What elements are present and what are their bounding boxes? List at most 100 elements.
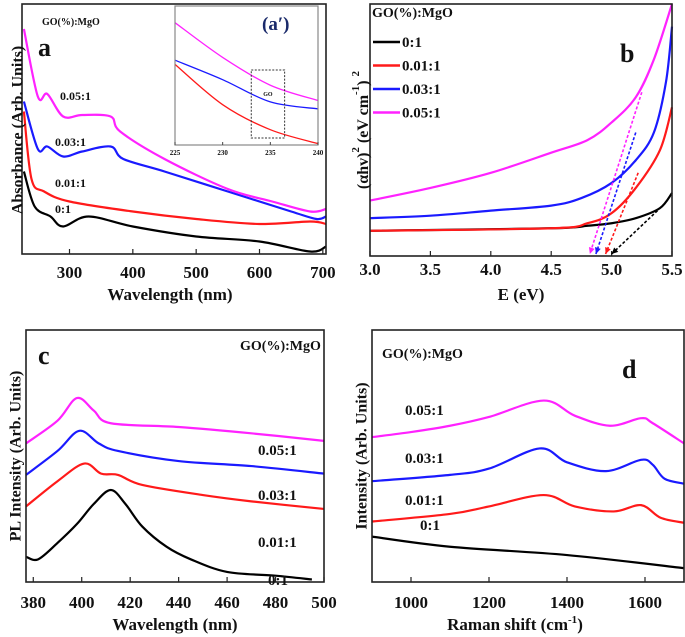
- tangent-line: [589, 91, 643, 255]
- x-tick-label: 1000: [394, 593, 428, 612]
- legend-title: GO(%):MgO: [240, 339, 321, 354]
- plot-frame: [371, 329, 685, 583]
- y-axis-label: Intensity (Arb. Units): [353, 382, 370, 529]
- x-tick-label: 235: [265, 149, 276, 157]
- x-tick-label: 380: [21, 593, 47, 612]
- series-line-0-1: [371, 535, 685, 570]
- panel-d: 1000 1200 1400 1600 Raman shift (cm-1) Intens…: [353, 329, 685, 634]
- series-label: 0.03:1: [258, 488, 297, 504]
- panel-a: 300 400 500 600 700 Wavelength (nm) Absorbance…: [9, 3, 336, 304]
- series-line-0-05-1: [22, 28, 327, 213]
- legend-entry: 0:1: [402, 35, 422, 51]
- panel-label: b: [620, 39, 634, 68]
- plot-frame: [369, 3, 673, 257]
- series-line-0-05-1: [174, 22, 319, 102]
- tangent-line: [595, 132, 637, 255]
- panel-c: 380 400 420 440 460 480 500 Wavelength (nm) PL I…: [7, 329, 337, 634]
- x-tick-label: 5.0: [601, 260, 622, 279]
- series-line-0-03-1: [174, 59, 319, 110]
- tangent-line: [611, 210, 659, 255]
- plot-frame: [25, 329, 325, 583]
- arrow-head-icon: [611, 247, 619, 254]
- series-line-0-01-1: [25, 462, 325, 511]
- y-axis-label-part: ): [355, 76, 372, 85]
- series-line-0-01-1: [371, 493, 685, 524]
- y-axis-label: (αhv)2 (eV cm-1) 2: [350, 70, 372, 189]
- x-tick-label: 230: [217, 149, 228, 157]
- series-label: 0.01:1: [258, 535, 297, 551]
- highlight-box: [250, 69, 286, 139]
- x-tick-label: 4.0: [480, 260, 501, 279]
- x-tick-label: 5.5: [661, 260, 682, 279]
- x-tick-label: 300: [57, 263, 83, 282]
- x-tick-label: 500: [183, 263, 209, 282]
- series-label: 0.03:1: [405, 451, 444, 467]
- legend-entry: 0.01:1: [402, 59, 441, 75]
- series-line-0-01-1: [369, 107, 674, 232]
- series-label: 0.05:1: [405, 403, 444, 419]
- x-tick-label: 460: [214, 593, 240, 612]
- series-label: 0:1: [420, 518, 440, 534]
- inset-panel-a-prime: 225 230 235 240 GO (a′): [170, 5, 324, 157]
- x-tick-label: 400: [120, 263, 146, 282]
- panel-label: c: [38, 341, 50, 370]
- series-label: 0.01:1: [55, 176, 86, 190]
- series-line-0-05-1: [369, 3, 674, 202]
- series-line-0-05-1: [371, 399, 685, 445]
- legend-title: GO(%):MgO: [42, 17, 100, 28]
- series-line-0-03-1: [371, 447, 685, 485]
- legend-entry: 0.05:1: [402, 106, 441, 122]
- x-tick-label: 225: [170, 149, 181, 157]
- x-tick-label: 1400: [550, 593, 584, 612]
- series-line-0-05-1: [25, 396, 325, 445]
- plot-frame: [21, 3, 327, 255]
- series-line-0-1: [22, 171, 327, 253]
- series-line-0-03-1: [369, 26, 674, 220]
- x-tick-label: 240: [313, 149, 324, 157]
- series-label: 0:1: [55, 202, 71, 216]
- x-axis-label: Raman shift (cm-1): [447, 614, 583, 634]
- x-tick-label: 4.5: [541, 260, 562, 279]
- inset-background: [175, 6, 318, 145]
- x-tick-label: 400: [69, 593, 95, 612]
- y-axis-label: PL Intensity (Arb. Units): [7, 371, 24, 542]
- legend-title: GO(%):MgO: [382, 347, 463, 362]
- y-axis-label-part: 2: [350, 147, 362, 153]
- x-axis-label-part: Raman shift (cm: [447, 615, 568, 634]
- inset-label: (a′): [262, 14, 290, 35]
- x-axis-label: E (eV): [498, 285, 545, 304]
- x-tick-label: 440: [166, 593, 192, 612]
- series-line-0-1: [25, 488, 312, 581]
- legend-title: GO(%):MgO: [372, 6, 453, 21]
- x-tick-label: 700: [310, 263, 336, 282]
- x-axis-label-part: -1: [568, 614, 577, 626]
- y-axis-label-part: -1: [350, 86, 362, 95]
- y-axis-label-part: (eV cm: [355, 94, 372, 147]
- x-tick-label: 500: [311, 593, 337, 612]
- y-axis-label-part: (αhv): [355, 153, 372, 189]
- x-tick-label: 1600: [628, 593, 662, 612]
- arrow-head-icon: [588, 247, 595, 254]
- arrow-head-icon: [595, 247, 601, 254]
- tangent-line: [604, 172, 639, 255]
- series-line-0-03-1: [22, 101, 327, 221]
- series-label: 0:1: [268, 573, 288, 589]
- x-axis-label: Wavelength (nm): [107, 285, 232, 304]
- series-label: 0.03:1: [55, 135, 86, 149]
- y-axis-label: Absorbance (Arb. Units): [9, 46, 26, 214]
- arrow-head-icon: [605, 247, 611, 254]
- series-line-0-03-1: [25, 429, 325, 476]
- x-axis-label-part: ): [577, 615, 583, 634]
- x-tick-label: 3.5: [420, 260, 441, 279]
- inset-frame: [174, 5, 319, 146]
- series-label: 0.05:1: [60, 89, 91, 103]
- inset-annotation: GO: [263, 92, 273, 98]
- x-tick-label: 420: [117, 593, 143, 612]
- x-axis-label: Wavelength (nm): [112, 615, 237, 634]
- series-line-0-01-1: [22, 111, 327, 226]
- panel-label: d: [622, 355, 637, 384]
- series-line-0-01-1: [174, 63, 319, 145]
- panel-b: 3.0 3.5 4.0 4.5 5.0 5.5E (eV)(αhv)2 (eV cm-1)…: [350, 3, 683, 304]
- legend-entry: 0.03:1: [402, 82, 441, 98]
